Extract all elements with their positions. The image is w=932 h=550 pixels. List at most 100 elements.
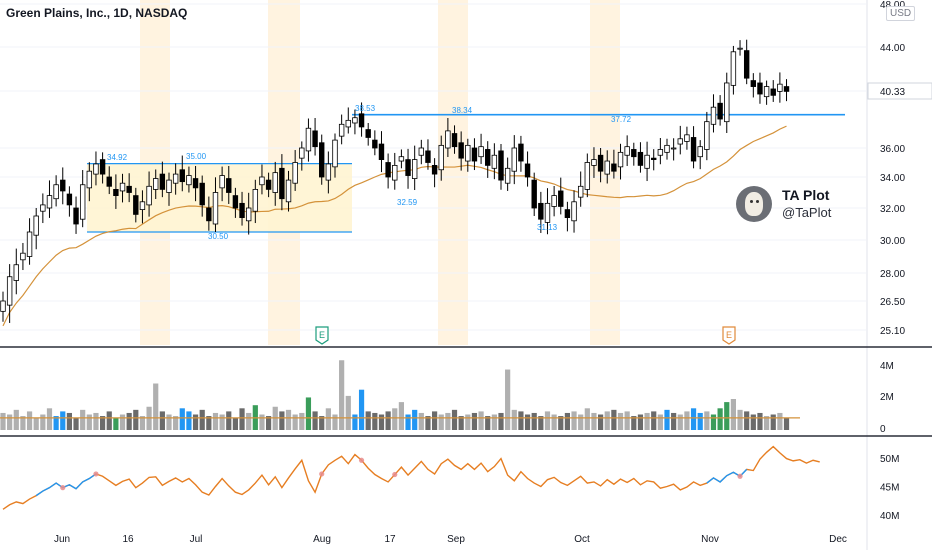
candle-body — [385, 162, 391, 178]
volume-bar — [385, 411, 391, 430]
volume-bar — [259, 414, 265, 430]
brand-badge: TA Plot @TaPlot — [736, 186, 831, 222]
volume-bar — [339, 360, 345, 430]
volume-bar — [591, 412, 597, 430]
volume-bar — [246, 412, 252, 430]
candle-body — [724, 82, 730, 123]
candle — [259, 164, 265, 195]
volume-bar — [458, 416, 464, 430]
candle-body — [40, 204, 46, 212]
rs-high-dot — [60, 485, 66, 491]
candle-body — [743, 50, 750, 79]
candle — [624, 135, 630, 166]
volume-bar — [13, 409, 19, 430]
candle-body — [113, 188, 119, 196]
candle — [405, 148, 411, 189]
resistance-label: 37.72 — [611, 115, 632, 124]
candle — [79, 170, 86, 228]
volume-bar — [544, 411, 551, 430]
x-tick-label: 17 — [384, 534, 396, 545]
candle-body — [79, 184, 86, 220]
candle — [777, 72, 783, 103]
low-label: 32.59 — [397, 198, 418, 207]
avatar — [736, 186, 772, 222]
candle — [192, 165, 199, 202]
candle-body — [478, 146, 484, 158]
volume-bar — [232, 417, 238, 430]
candle-body — [33, 215, 39, 236]
candle-body — [677, 138, 683, 145]
candle-body — [405, 159, 411, 176]
candle-body — [657, 149, 664, 156]
candle — [265, 172, 272, 198]
candle — [126, 173, 132, 203]
rs-high-dot — [358, 457, 365, 463]
volume-bar — [305, 397, 312, 430]
candle-body — [26, 231, 33, 257]
candle — [651, 149, 657, 171]
candle — [206, 196, 212, 231]
candle — [465, 138, 471, 172]
candle-body — [186, 175, 192, 186]
volume-bar — [684, 411, 690, 430]
candle-body — [511, 147, 517, 172]
x-tick-label: Jun — [54, 534, 70, 545]
earnings-marker: E — [315, 326, 329, 345]
candle-body — [704, 121, 710, 150]
candle-body — [319, 142, 325, 178]
candle — [704, 111, 710, 161]
candle — [445, 117, 451, 157]
volume-bar — [239, 408, 245, 430]
candle — [498, 144, 504, 190]
volume-bar — [584, 408, 590, 430]
candle-body — [272, 172, 278, 193]
volume-bar — [657, 414, 663, 430]
candle-body — [73, 207, 79, 225]
rs-high-dot — [737, 473, 743, 479]
candle — [710, 94, 717, 133]
brand-handle: @TaPlot — [782, 205, 832, 220]
volume-bar — [226, 411, 232, 430]
candle-body — [13, 264, 19, 281]
candle-body — [219, 175, 225, 189]
volume-bar — [518, 411, 524, 430]
volume-bar — [445, 412, 451, 430]
candle-body — [471, 147, 478, 162]
candle-body — [425, 150, 431, 163]
volume-bar — [40, 414, 46, 430]
volume-bar — [53, 416, 59, 430]
candle-body — [757, 82, 763, 95]
volume-bar — [611, 409, 617, 430]
candle-body — [46, 195, 53, 209]
last-price-label: 40.33 — [880, 87, 905, 98]
volume-bar — [710, 414, 717, 430]
candle-body — [770, 88, 776, 96]
earnings-marker-label: E — [319, 330, 325, 340]
volume-bar — [279, 411, 285, 430]
candle-body — [717, 102, 723, 120]
volume-bar — [153, 383, 159, 430]
candle — [478, 133, 484, 164]
candle-body — [398, 156, 405, 162]
candle-body — [431, 164, 438, 175]
rs-line — [2, 445, 820, 510]
volume-bar — [139, 416, 146, 430]
volume-bar — [631, 416, 637, 430]
volume-bar — [86, 414, 92, 430]
volume-bar — [266, 416, 272, 430]
candle-body — [99, 159, 106, 175]
candle — [299, 141, 305, 171]
candle-body — [285, 179, 292, 203]
candle — [564, 201, 571, 232]
candle — [252, 179, 259, 224]
volume-bar — [378, 414, 385, 430]
candle — [743, 39, 750, 85]
volume-bar — [73, 417, 79, 430]
rs-high-dot — [319, 471, 325, 477]
volume-bar — [33, 417, 39, 430]
candle — [73, 196, 79, 234]
candle — [226, 165, 232, 204]
volume-bar — [551, 414, 557, 430]
volume-bar — [750, 414, 756, 430]
candle — [232, 187, 239, 218]
